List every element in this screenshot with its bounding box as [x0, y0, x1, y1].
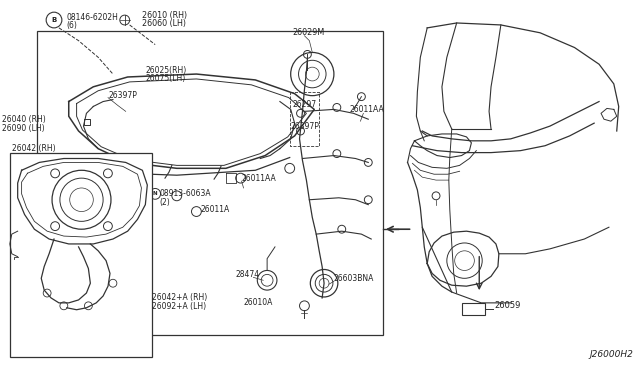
Text: 26397P: 26397P: [291, 122, 319, 131]
Text: 26042 (RH): 26042 (RH): [12, 144, 56, 153]
Bar: [10, 153, 152, 357]
Text: J26000H2: J26000H2: [589, 350, 633, 359]
Text: 28474: 28474: [236, 270, 260, 279]
Text: 26092+A (LH): 26092+A (LH): [152, 302, 206, 311]
Text: 26092 (LH): 26092 (LH): [12, 153, 54, 162]
Text: 26025(RH): 26025(RH): [145, 65, 187, 75]
Text: (2): (2): [159, 198, 170, 207]
Text: 26010A: 26010A: [244, 298, 273, 307]
Text: B: B: [51, 17, 56, 23]
Text: 26010 (RH): 26010 (RH): [143, 11, 188, 20]
Text: 26075(LH): 26075(LH): [145, 74, 186, 83]
Text: 26060 (LH): 26060 (LH): [143, 19, 186, 29]
Text: 26397P: 26397P: [108, 91, 137, 100]
Text: 26297: 26297: [292, 100, 317, 109]
Text: (6): (6): [67, 22, 77, 31]
Text: 26090 (LH): 26090 (LH): [2, 124, 45, 132]
Text: 26011AA: 26011AA: [241, 174, 276, 183]
Bar: [461, 303, 485, 315]
Bar: [37, 31, 383, 335]
Text: 26011AA: 26011AA: [349, 105, 385, 114]
Text: 26603BNA: 26603BNA: [334, 274, 374, 283]
Text: 08913-6063A: 08913-6063A: [159, 189, 211, 198]
Text: 08146-6202H: 08146-6202H: [67, 13, 118, 22]
Text: 26059: 26059: [494, 301, 520, 310]
Text: 26040 (RH): 26040 (RH): [2, 115, 45, 124]
Text: 26029M: 26029M: [292, 28, 325, 37]
Text: 26011A: 26011A: [200, 205, 230, 214]
Text: N: N: [153, 191, 157, 196]
Text: 26042+A (RH): 26042+A (RH): [152, 294, 207, 302]
